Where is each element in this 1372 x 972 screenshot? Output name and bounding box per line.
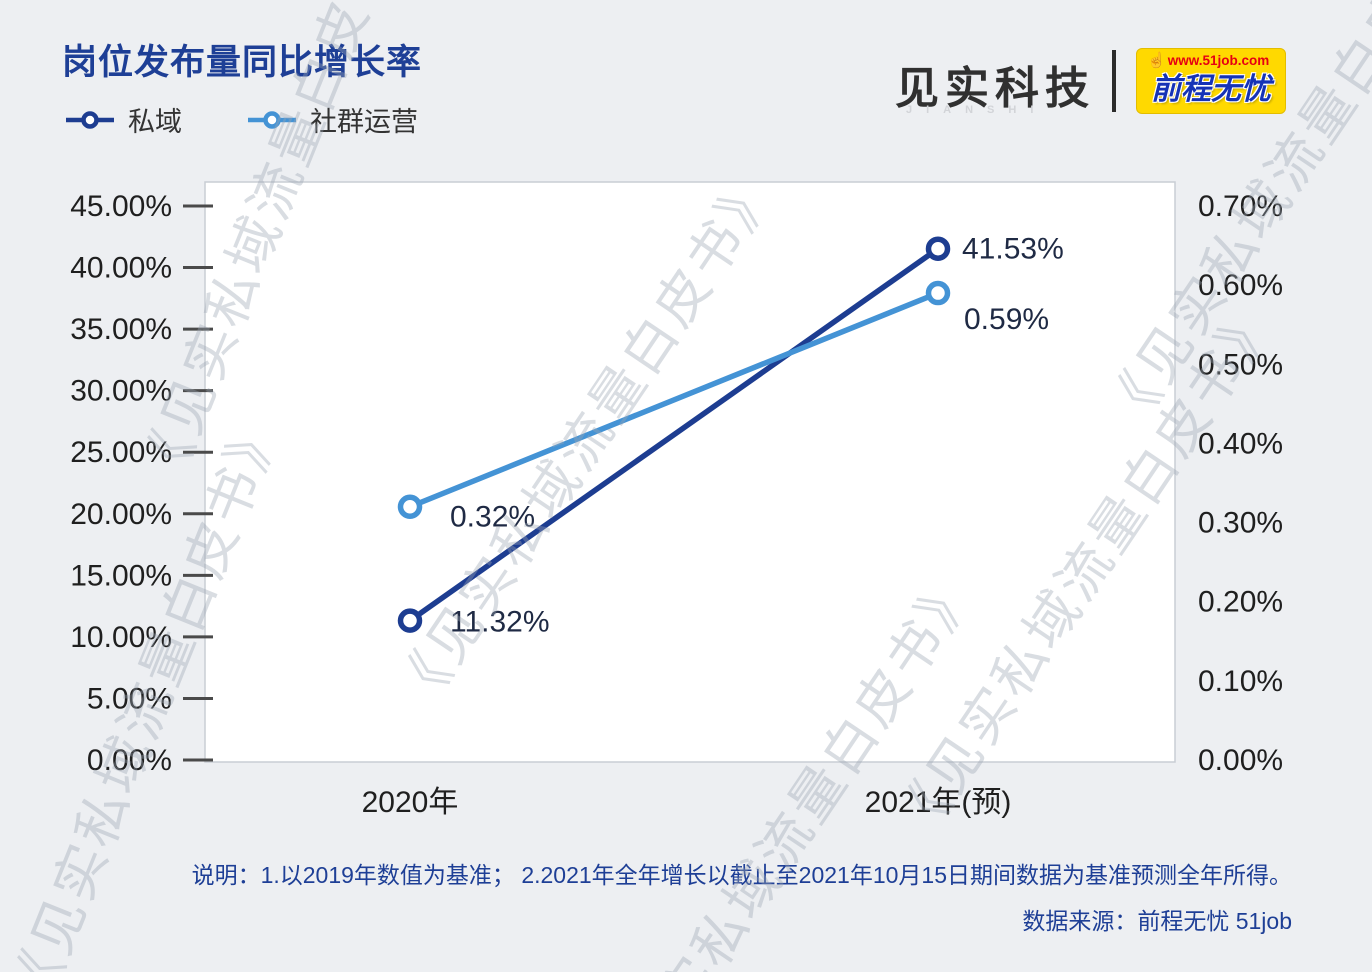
x-axis-label: 2020年 <box>362 786 459 819</box>
left-axis-tick-label: 20.00% <box>70 498 172 531</box>
brand-subtext: JIANSHI <box>906 104 1048 116</box>
legend-label: 私域 <box>128 107 182 137</box>
51job-logo: ☝ www.51job.com 前程无忧 <box>1136 48 1286 114</box>
data-point-label: 41.53% <box>962 233 1064 266</box>
51job-logo-name: 前程无忧 <box>1151 73 1271 106</box>
legend: 私域 社群运营 <box>64 100 418 139</box>
data-point <box>397 494 423 519</box>
right-axis-tick-label: 0.50% <box>1198 348 1283 381</box>
legend-item-siyu: 私域 <box>64 100 182 139</box>
51job-url: ☝ www.51job.com <box>1147 52 1270 69</box>
legend-item-shequnyunying: 社群运营 <box>246 100 418 139</box>
data-point-label: 0.59% <box>964 303 1049 336</box>
left-axis-tick-label: 45.00% <box>70 190 172 223</box>
right-axis-tick-label: 0.10% <box>1198 665 1283 698</box>
right-axis-tick-label: 0.20% <box>1198 586 1283 619</box>
right-axis-tick-label: 0.30% <box>1198 507 1283 540</box>
data-point <box>397 608 423 633</box>
left-axis-tick-label: 30.00% <box>70 375 172 408</box>
data-point-label: 11.32% <box>450 606 550 639</box>
legend-label: 社群运营 <box>310 107 418 137</box>
x-axis-label: 2021年(预) <box>865 786 1012 819</box>
series-line-社群运营 <box>407 290 941 510</box>
pointing-hand-icon: ☝ <box>1147 52 1166 69</box>
right-axis-tick-label: 0.00% <box>1198 744 1283 777</box>
line-chart: 45.00% 40.00% 35.00% 30.00% 25.00% 20.00% 15.0… <box>70 181 1283 819</box>
data-source: 数据来源：前程无忧 51job <box>1022 908 1292 934</box>
data-point <box>925 280 951 306</box>
data-point <box>925 236 951 261</box>
right-axis-tick-label: 0.60% <box>1198 269 1283 302</box>
plot-area <box>204 181 1176 763</box>
series-line-私域 <box>407 245 941 624</box>
brand-name: 见实科技 <box>895 64 1095 113</box>
brand-divider <box>1112 50 1116 112</box>
left-axis-tick-label: 40.00% <box>70 252 172 285</box>
left-axis-tick-label: 15.00% <box>70 559 172 592</box>
left-axis-tick-label: 25.00% <box>70 436 172 469</box>
left-axis-tick-label: 0.00% <box>87 744 172 777</box>
data-point-label: 0.32% <box>450 501 535 534</box>
line-marker-icon <box>66 110 114 129</box>
left-axis-tick-label: 10.00% <box>70 621 172 654</box>
right-axis-tick-label: 0.70% <box>1198 190 1283 223</box>
line-marker-icon <box>248 110 296 129</box>
left-axis-tick-label: 35.00% <box>70 313 172 346</box>
left-axis-tick-label: 5.00% <box>87 682 172 715</box>
page-title: 岗位发布量同比增长率 <box>62 43 423 82</box>
footnote: 说明：1.以2019年数值为基准； 2.2021年全年增长以截止至2021年10… <box>191 862 1292 888</box>
right-axis-tick-label: 0.40% <box>1198 427 1283 460</box>
